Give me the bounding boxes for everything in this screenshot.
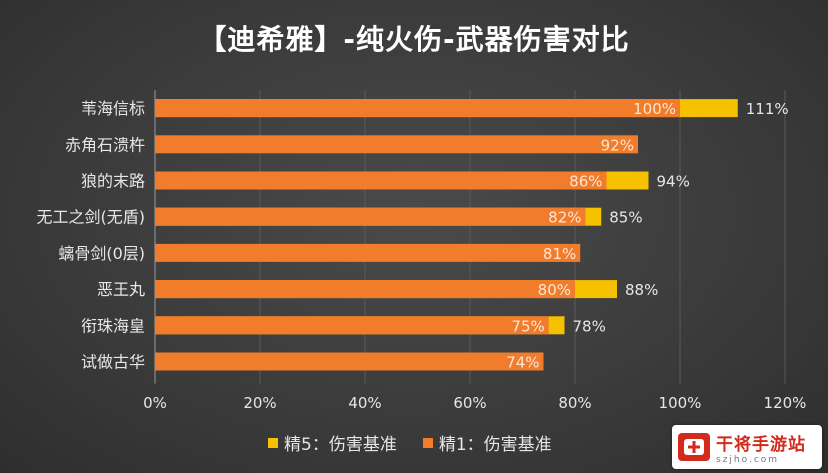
watermark-name: 干将手游站 (716, 434, 806, 455)
data-label-r1: 74% (506, 354, 539, 372)
x-tick-label: 120% (764, 394, 807, 412)
labels: 0% 20% 40% 60% 80% 100% 120% 苇海信标 100% 111% 赤角石溃杵 9… (37, 99, 807, 412)
data-label-r1: 82% (548, 209, 581, 227)
data-label-r5: 94% (657, 173, 690, 191)
bars (155, 99, 738, 371)
watermark: 干将手游站 szjho.com (672, 425, 822, 469)
y-category-label: 苇海信标 (81, 99, 145, 118)
data-label-r1: 80% (538, 281, 571, 299)
data-label-r5: 85% (609, 209, 642, 227)
bar-r1 (155, 207, 586, 226)
bar-r1 (155, 99, 680, 118)
y-category-label: 试做古华 (81, 353, 145, 372)
bar-r1 (155, 243, 581, 262)
legend-item-r1: 精1：伤害基准 (422, 430, 552, 455)
data-label-r1: 75% (511, 317, 544, 335)
chart-title: 【迪希雅】-纯火伤-武器伤害对比 (198, 23, 630, 56)
x-tick-label: 0% (143, 394, 167, 412)
legend: 精5：伤害基准 精1：伤害基准 (268, 430, 552, 455)
gridlines (154, 90, 786, 384)
data-label-r1: 92% (601, 136, 634, 154)
y-category-label: 螭骨剑(0层) (58, 244, 145, 263)
bar-r1 (155, 316, 549, 335)
bar-r1 (155, 280, 575, 299)
x-tick-label: 80% (558, 394, 591, 412)
x-tick-label: 20% (243, 394, 276, 412)
legend-swatch-r1 (422, 437, 433, 448)
legend-swatch-r5 (268, 437, 278, 448)
data-label-r5: 88% (625, 281, 658, 299)
data-label-r1: 86% (569, 173, 602, 191)
bar-r1 (155, 171, 607, 190)
data-label-r5: 78% (573, 317, 606, 335)
y-category-label: 狼的末路 (81, 172, 145, 191)
y-category-label: 恶王丸 (97, 280, 145, 299)
legend-item-r5: 精5：伤害基准 (268, 430, 397, 455)
bar-r1 (155, 352, 544, 371)
legend-label-r1: 精1：伤害基准 (438, 435, 552, 455)
x-tick-label: 60% (453, 394, 486, 412)
data-label-r1: 81% (543, 245, 576, 263)
watermark-url: szjho.com (716, 454, 780, 465)
y-category-label: 无工之剑(无盾) (37, 208, 146, 227)
legend-label-r5: 精5：伤害基准 (284, 435, 397, 455)
y-category-label: 衔珠海皇 (81, 316, 145, 335)
x-tick-label: 40% (348, 394, 381, 412)
bar-r1 (155, 135, 638, 154)
x-tick-label: 100% (659, 394, 702, 412)
data-label-r5: 111% (746, 100, 789, 118)
watermark-logo-icon (678, 433, 710, 461)
data-label-r1: 100% (633, 100, 676, 118)
y-category-label: 赤角石溃杵 (65, 135, 145, 154)
